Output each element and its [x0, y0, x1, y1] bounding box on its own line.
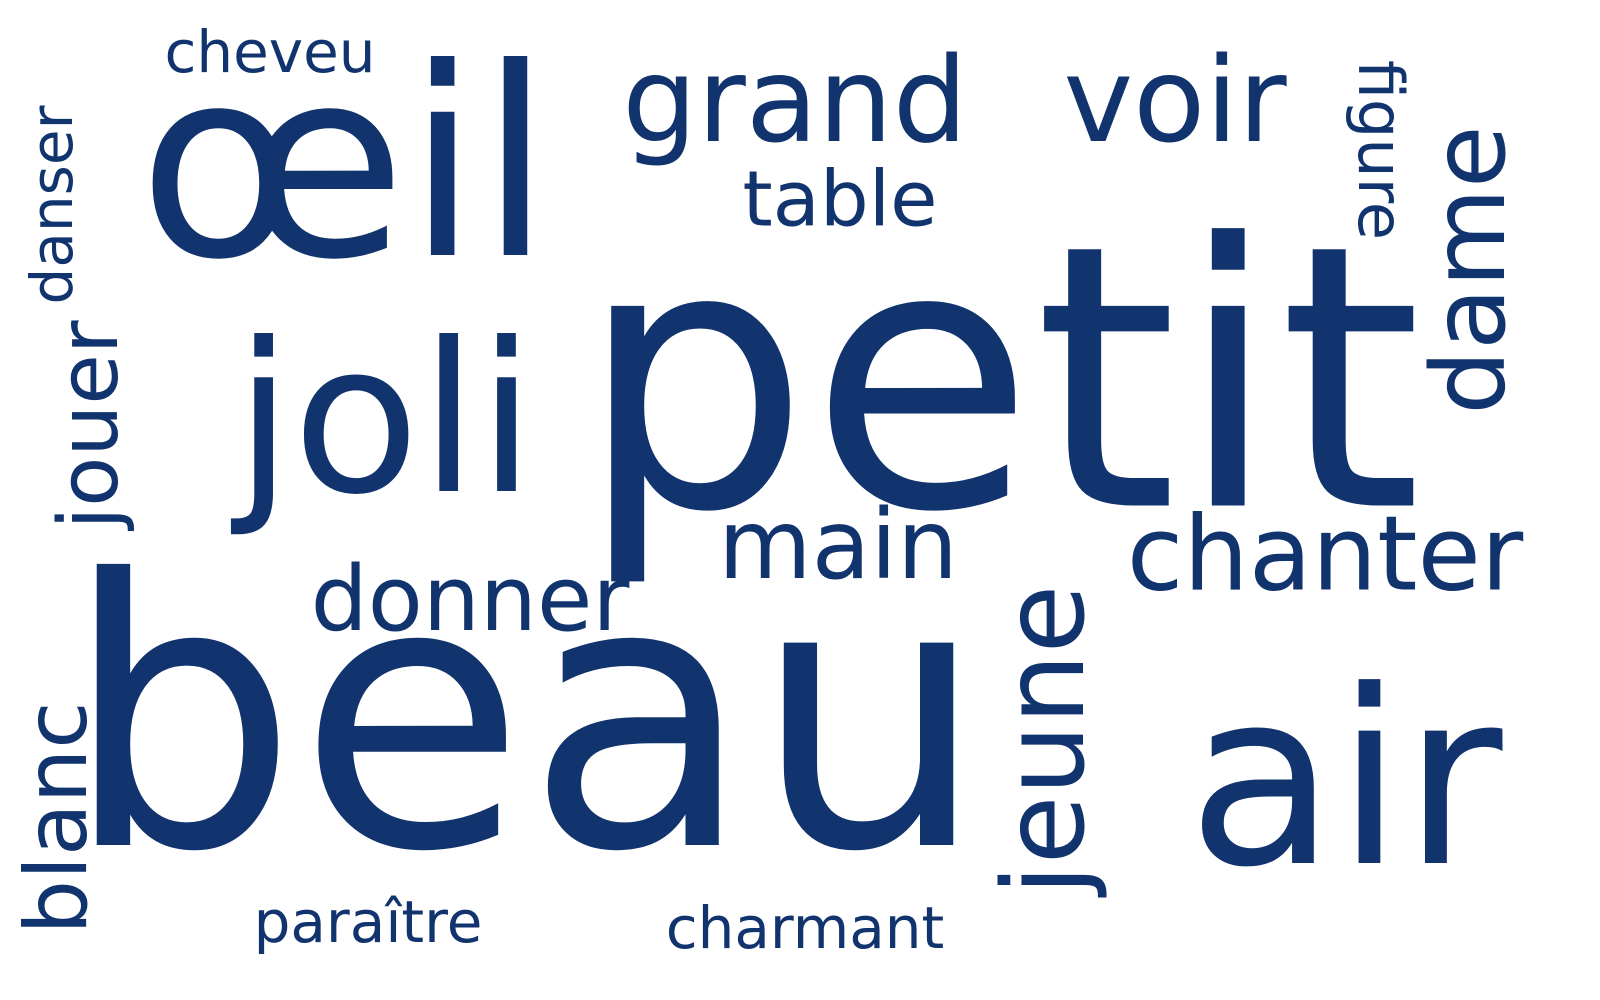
word-main: main [718, 489, 958, 601]
word-table: table [742, 155, 938, 245]
word-danser: danser [18, 105, 86, 305]
word-joli: joli [234, 299, 536, 541]
word-chanter: chanter [1126, 494, 1524, 615]
word-beau: beau [63, 503, 987, 933]
word-voir: voir [1063, 31, 1287, 169]
word-jouer: jouer [42, 320, 137, 530]
word-grand: grand [622, 31, 968, 169]
word-cheveu: cheveu [164, 18, 376, 86]
word-blanc: blanc [7, 701, 107, 935]
word-dame: dame [1410, 125, 1529, 415]
word-oeil: œil [138, 12, 552, 317]
word-jeune: jeune [980, 584, 1110, 896]
word-charmant: charmant [665, 894, 945, 962]
word-paraitre: paraître [253, 888, 483, 956]
word-figure: figure [1344, 60, 1417, 240]
word-air: air [1187, 639, 1503, 921]
word-petit: petit [578, 167, 1422, 593]
word-donner: donner [310, 547, 630, 652]
